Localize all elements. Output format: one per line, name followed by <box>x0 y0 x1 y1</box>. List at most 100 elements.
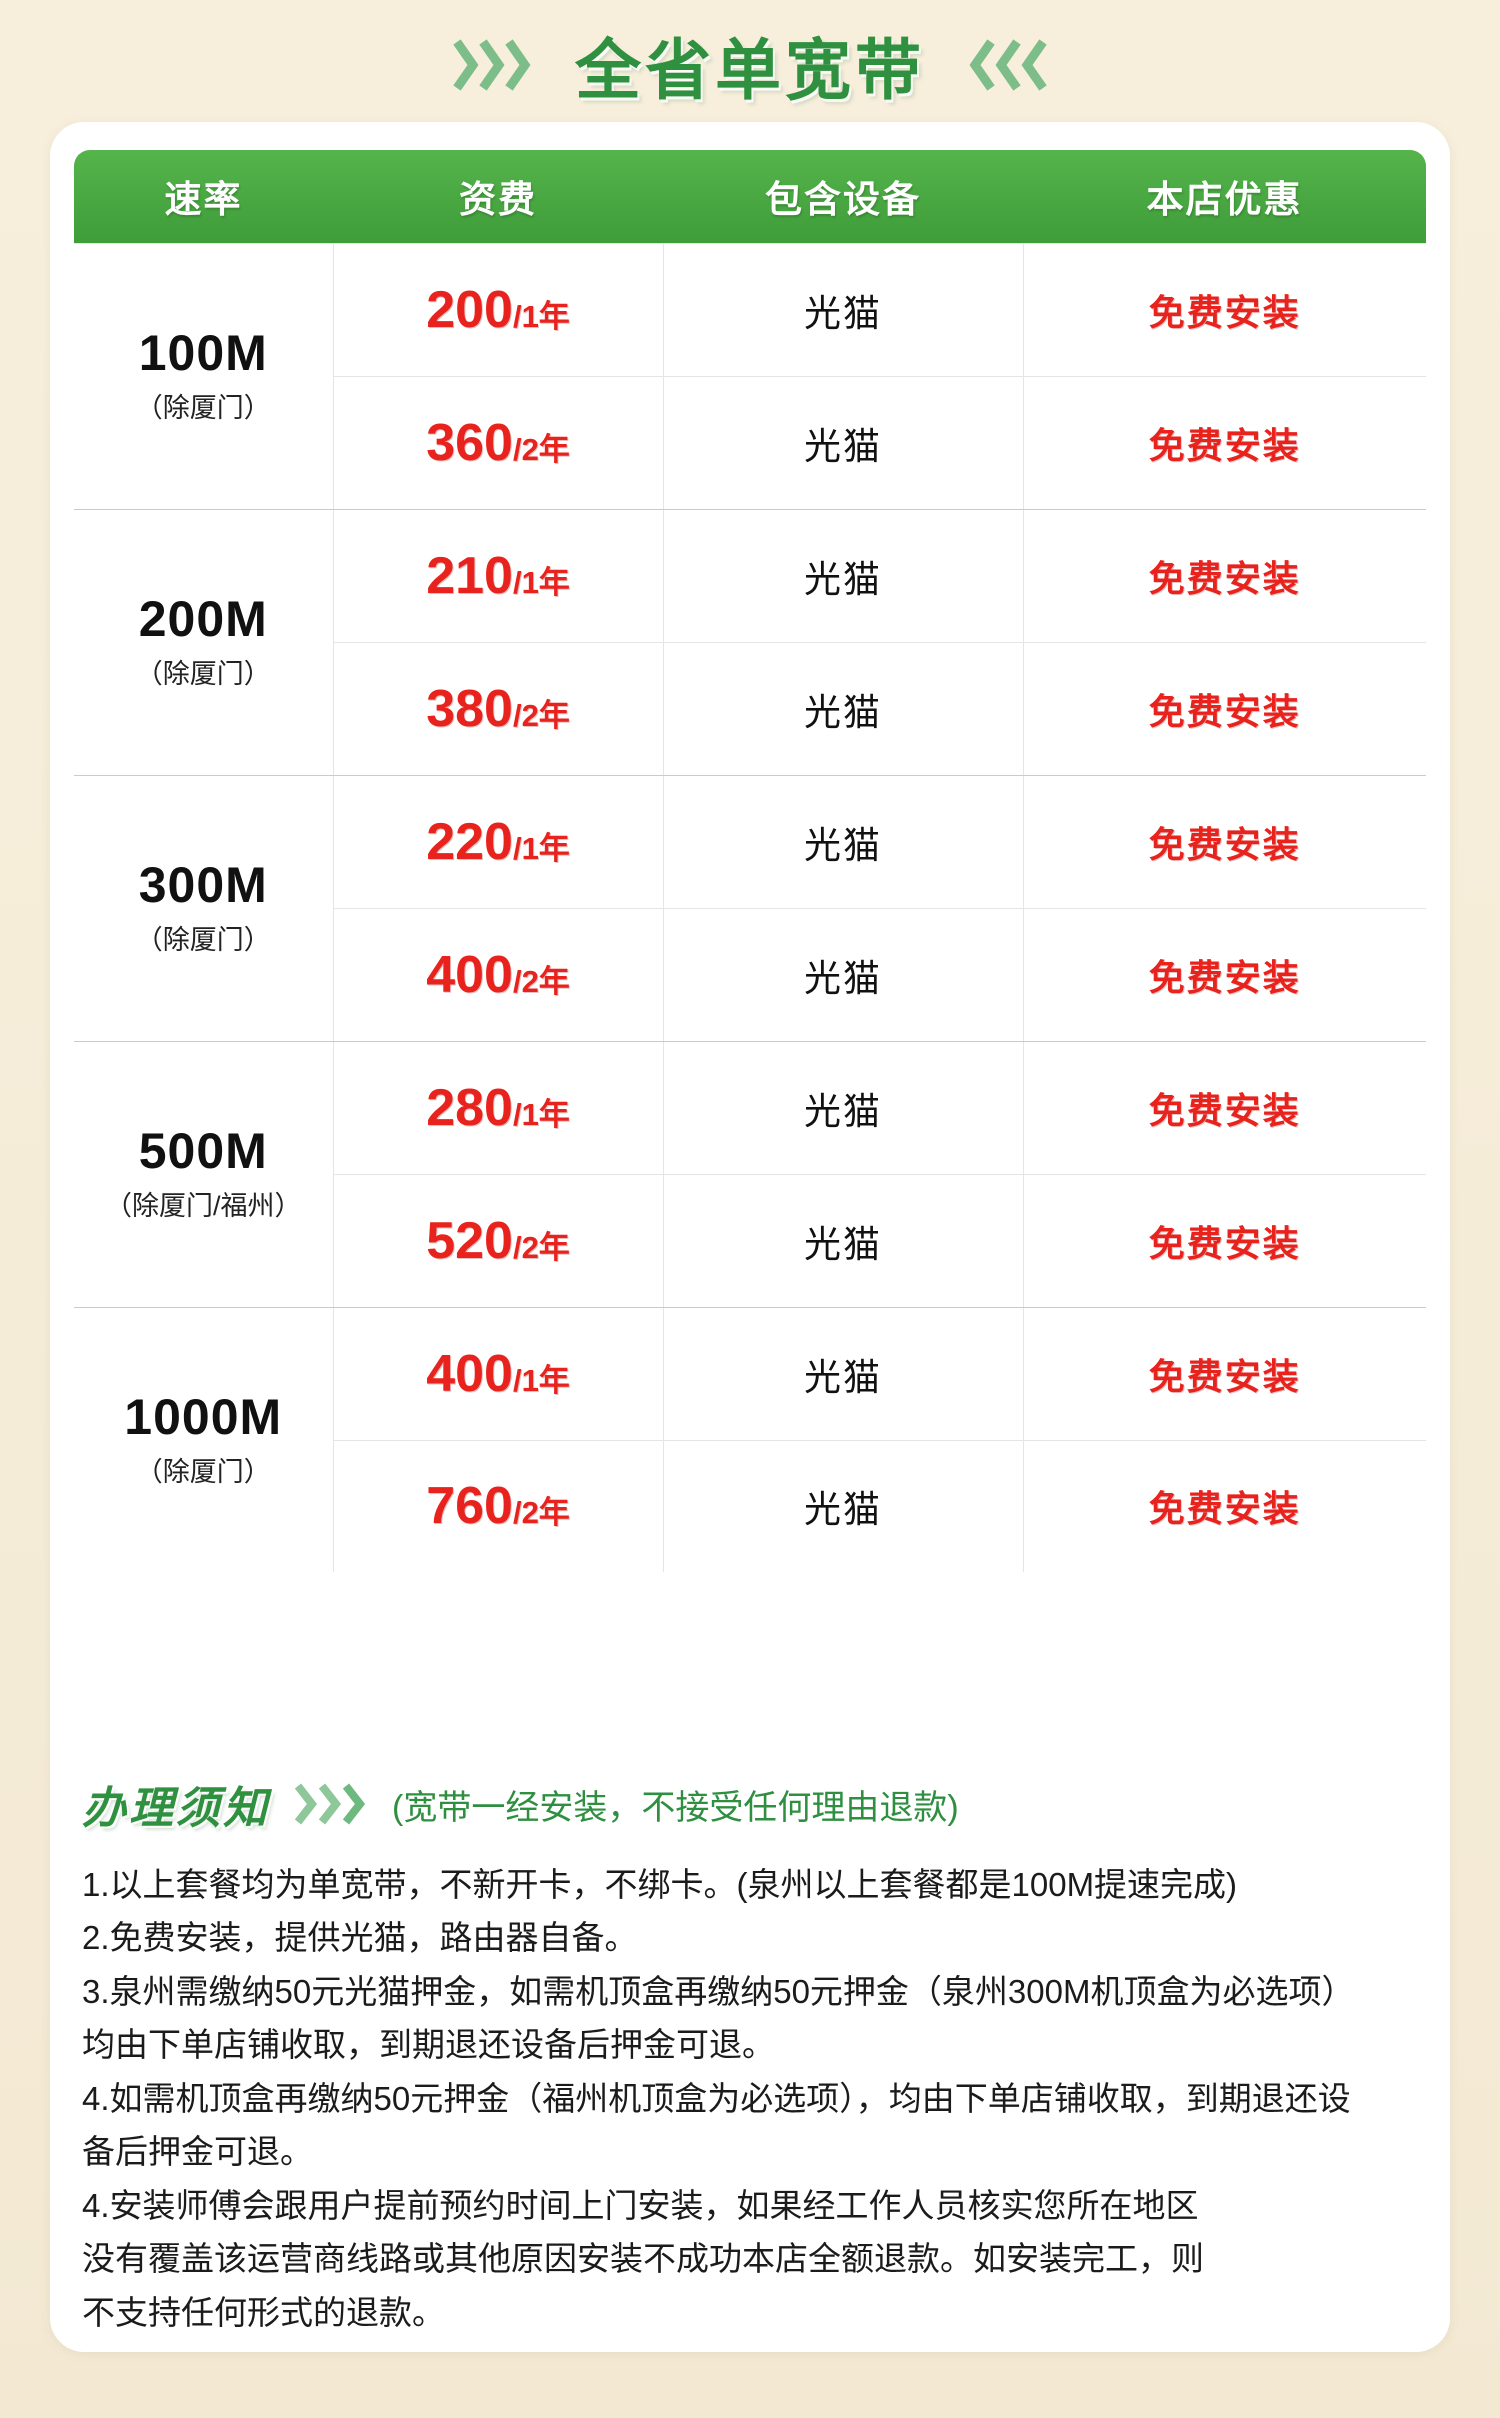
price-period: /1年 <box>512 1362 570 1398</box>
notice-line: 2.免费安装，提供光猫，路由器自备。 <box>82 1919 638 1957</box>
device-label: 光猫 <box>804 824 882 866</box>
price-amount: 210 <box>426 546 513 605</box>
price-amount: 400 <box>426 945 513 1004</box>
device-cell: 光猫 <box>662 774 1024 909</box>
promo-label: 免费安装 <box>1148 1355 1301 1397</box>
price-cell: 520/2年 <box>333 1173 664 1308</box>
device-label: 光猫 <box>804 1090 882 1132</box>
table-row: 760/2年 光猫 免费安装 <box>74 1439 1426 1572</box>
speed-cell: 100M （除厦门） <box>74 242 334 510</box>
speed-cell: 500M （除厦门/福州） <box>74 1040 334 1308</box>
promo-cell: 免费安装 <box>1022 508 1426 643</box>
table-row: 400/2年 光猫 免费安装 <box>74 907 1426 1042</box>
notice-line: 3.泉州需缴纳50元光猫押金，如需机顶盒再缴纳50元押金（泉州300M机顶盒为必… <box>82 1972 1355 2010</box>
device-label: 光猫 <box>804 1223 882 1265</box>
price-value: 280/1年 <box>426 1079 570 1137</box>
speed-name: 1000M <box>124 1389 283 1445</box>
device-cell: 光猫 <box>662 1040 1024 1175</box>
price-value: 210/1年 <box>426 547 570 605</box>
speed-note: （除厦门/福州） <box>104 1190 302 1221</box>
price-amount: 520 <box>426 1211 513 1270</box>
promo-cell: 免费安装 <box>1022 1306 1426 1441</box>
chevrons-right-icon <box>294 1781 366 1827</box>
device-label: 光猫 <box>804 1356 882 1398</box>
promo-label: 免费安装 <box>1148 823 1301 865</box>
table-row: 100M （除厦门） 200/1年 光猫 免费安装 <box>74 242 1426 510</box>
device-label: 光猫 <box>804 292 882 334</box>
notice-line: 没有覆盖该运营商线路或其他原因安装不成功本店全额退款。如安装完工，则 <box>82 2240 1204 2278</box>
device-label: 光猫 <box>804 957 882 999</box>
promo-label: 免费安装 <box>1148 291 1301 333</box>
price-period: /2年 <box>512 1495 570 1531</box>
price-value: 220/1年 <box>426 813 570 871</box>
price-cell: 220/1年 <box>332 774 664 909</box>
promo-label: 免费安装 <box>1148 1488 1301 1530</box>
notice-line: 1.以上套餐均为单宽带，不新开卡，不绑卡。(泉州以上套餐都是100M提速完成) <box>82 1866 1238 1903</box>
price-value: 760/2年 <box>426 1477 570 1535</box>
price-cell: 400/1年 <box>332 1306 664 1441</box>
promo-label: 免费安装 <box>1148 424 1301 466</box>
promo-cell: 免费安装 <box>1022 1173 1426 1308</box>
device-label: 光猫 <box>804 691 882 733</box>
device-cell: 光猫 <box>662 242 1024 377</box>
price-period: /1年 <box>512 830 570 866</box>
price-value: 380/2年 <box>426 680 570 738</box>
speed-note: （除厦门） <box>135 658 271 689</box>
price-period: /2年 <box>512 431 570 467</box>
device-cell: 光猫 <box>662 508 1024 643</box>
price-cell: 360/2年 <box>333 375 664 510</box>
chevrons-left-icon <box>969 36 1047 94</box>
device-label: 光猫 <box>804 1489 882 1531</box>
notice-line: 备后押金可退。 <box>82 2133 313 2171</box>
price-period: /2年 <box>512 697 570 733</box>
table-body: 100M （除厦门） 200/1年 光猫 免费安装 360/2年 光猫 免费安装 200M （除厦… <box>74 242 1426 1572</box>
promo-label: 免费安装 <box>1148 956 1301 998</box>
price-cell: 210/1年 <box>332 508 664 643</box>
page-title-bar: 全省单宽带 <box>0 0 1500 120</box>
speed-cell: 1000M （除厦门） <box>74 1306 334 1572</box>
column-header-promo: 本店优惠 <box>1023 150 1426 243</box>
table-row: 200M （除厦门） 210/1年 光猫 免费安装 <box>74 508 1426 776</box>
notice-line: 4.如需机顶盒再缴纳50元押金（福州机顶盒为必选项），均由下单店铺收取，到期退还… <box>82 2079 1351 2117</box>
notice-header: 办理须知 (宽带一经安装，不接受任何理由退款) <box>82 1772 1418 1836</box>
promo-cell: 免费安装 <box>1022 774 1426 909</box>
speed-name: 500M <box>138 1123 268 1180</box>
price-value: 360/2年 <box>426 414 570 472</box>
device-label: 光猫 <box>804 425 882 467</box>
speed-cell: 200M （除厦门） <box>74 508 334 776</box>
column-header-speed: 速率 <box>74 150 333 243</box>
speed-cell: 300M （除厦门） <box>74 774 334 1042</box>
table-header-row: 速率 资费 包含设备 本店优惠 <box>74 150 1426 243</box>
table-row: 360/2年 光猫 免费安装 <box>74 375 1426 510</box>
price-value: 520/2年 <box>426 1212 570 1270</box>
price-value: 400/2年 <box>426 946 570 1004</box>
speed-note: （除厦门） <box>135 924 271 955</box>
notice-section: 办理须知 (宽带一经安装，不接受任何理由退款) 1.以上套餐均为单宽带，不新开卡… <box>72 1772 1428 2339</box>
price-value: 200/1年 <box>426 281 570 339</box>
promo-label: 免费安装 <box>1148 1089 1301 1131</box>
price-amount: 220 <box>426 812 513 871</box>
device-cell: 光猫 <box>662 641 1024 776</box>
price-amount: 200 <box>426 280 513 339</box>
price-amount: 280 <box>426 1078 513 1137</box>
content-card: 速率 资费 包含设备 本店优惠 100M （除厦门） 200/1年 光猫 免费安装 360… <box>50 122 1450 2352</box>
device-cell: 光猫 <box>662 1439 1024 1572</box>
price-value: 400/1年 <box>426 1345 570 1403</box>
device-cell: 光猫 <box>662 1306 1024 1441</box>
device-cell: 光猫 <box>662 1173 1024 1308</box>
pricing-table: 速率 资费 包含设备 本店优惠 100M （除厦门） 200/1年 光猫 免费安装 360… <box>72 148 1428 1574</box>
table-row: 1000M （除厦门） 400/1年 光猫 免费安装 <box>74 1306 1426 1572</box>
promo-cell: 免费安装 <box>1022 375 1426 510</box>
notice-title: 办理须知 <box>82 1784 270 1833</box>
promo-cell: 免费安装 <box>1022 641 1426 776</box>
price-cell: 760/2年 <box>333 1439 664 1572</box>
promo-cell: 免费安装 <box>1022 1040 1426 1175</box>
speed-name: 100M <box>138 325 268 382</box>
price-period: /1年 <box>512 298 570 334</box>
pricing-table-wrapper: 速率 资费 包含设备 本店优惠 100M （除厦门） 200/1年 光猫 免费安装 360… <box>72 148 1428 1574</box>
price-amount: 360 <box>426 413 513 472</box>
table-header: 速率 资费 包含设备 本店优惠 <box>74 150 1426 243</box>
device-label: 光猫 <box>804 558 882 600</box>
notice-subtitle: (宽带一经安装，不接受任何理由退款) <box>392 1788 959 1827</box>
